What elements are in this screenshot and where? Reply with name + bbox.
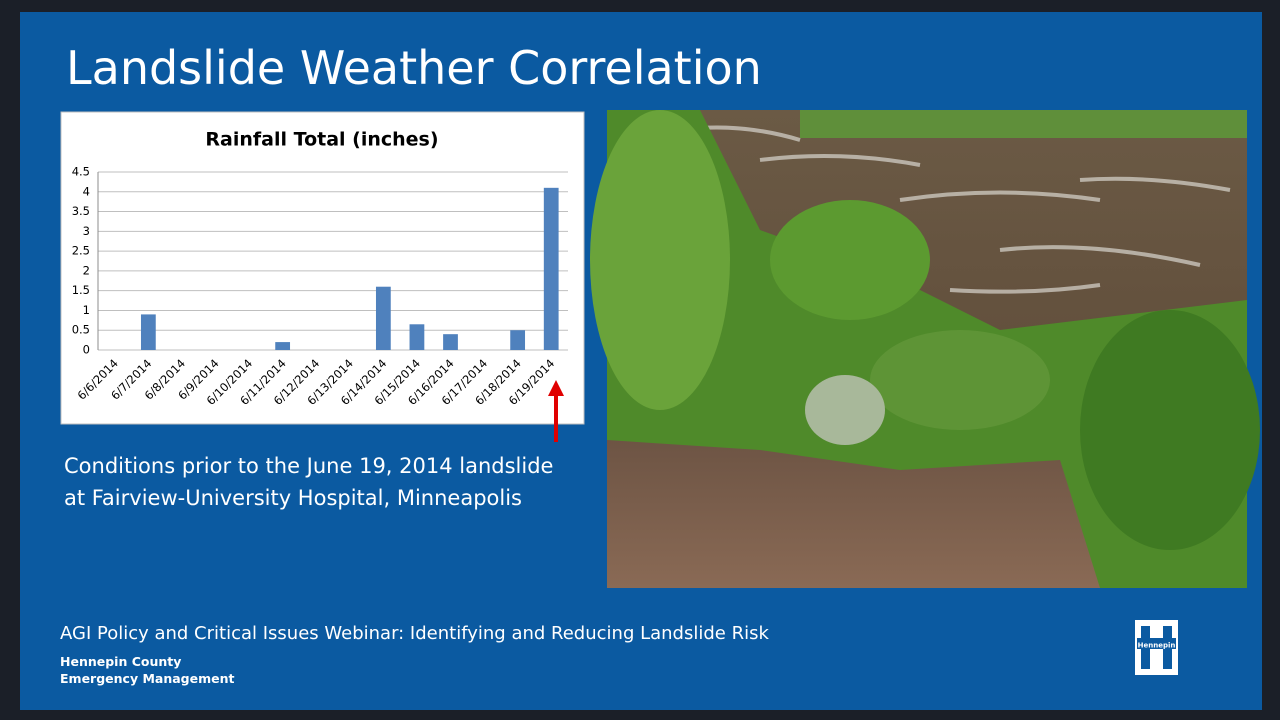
- bar: [543, 187, 559, 350]
- photo: [590, 110, 1260, 588]
- caption-line: Conditions prior to the June 19, 2014 la…: [64, 454, 553, 478]
- y-tick-label: 1: [83, 303, 90, 317]
- y-tick-label: 2: [83, 263, 90, 277]
- footer: AGI Policy and Critical Issues Webinar: …: [60, 623, 769, 644]
- logo-text: Hennepin: [1138, 642, 1176, 650]
- logo: Hennepin: [1135, 620, 1178, 675]
- caption-line: at Fairview-University Hospital, Minneap…: [64, 486, 522, 510]
- y-tick-label: 3.5: [72, 204, 90, 218]
- bar: [409, 324, 425, 350]
- y-tick-label: 4.5: [72, 165, 90, 179]
- organization-line: Hennepin County: [60, 654, 181, 669]
- y-tick-label: 0.5: [72, 323, 90, 337]
- arrow-head: [548, 380, 564, 396]
- y-tick-label: 3: [83, 224, 90, 238]
- bar: [140, 314, 156, 350]
- chart-title: Rainfall Total (inches): [205, 129, 438, 151]
- y-tick-label: 4: [83, 184, 90, 198]
- bar: [510, 330, 526, 350]
- chart-area: [60, 111, 585, 425]
- bar: [275, 342, 291, 350]
- organization-line: Emergency Management: [60, 671, 234, 686]
- y-tick-label: 2.5: [72, 244, 90, 258]
- bar: [375, 286, 391, 350]
- y-tick-label: 1.5: [72, 283, 90, 297]
- y-tick-label: 0: [83, 343, 90, 357]
- bar: [443, 334, 458, 350]
- slide-title: Landslide Weather Correlation: [66, 41, 762, 95]
